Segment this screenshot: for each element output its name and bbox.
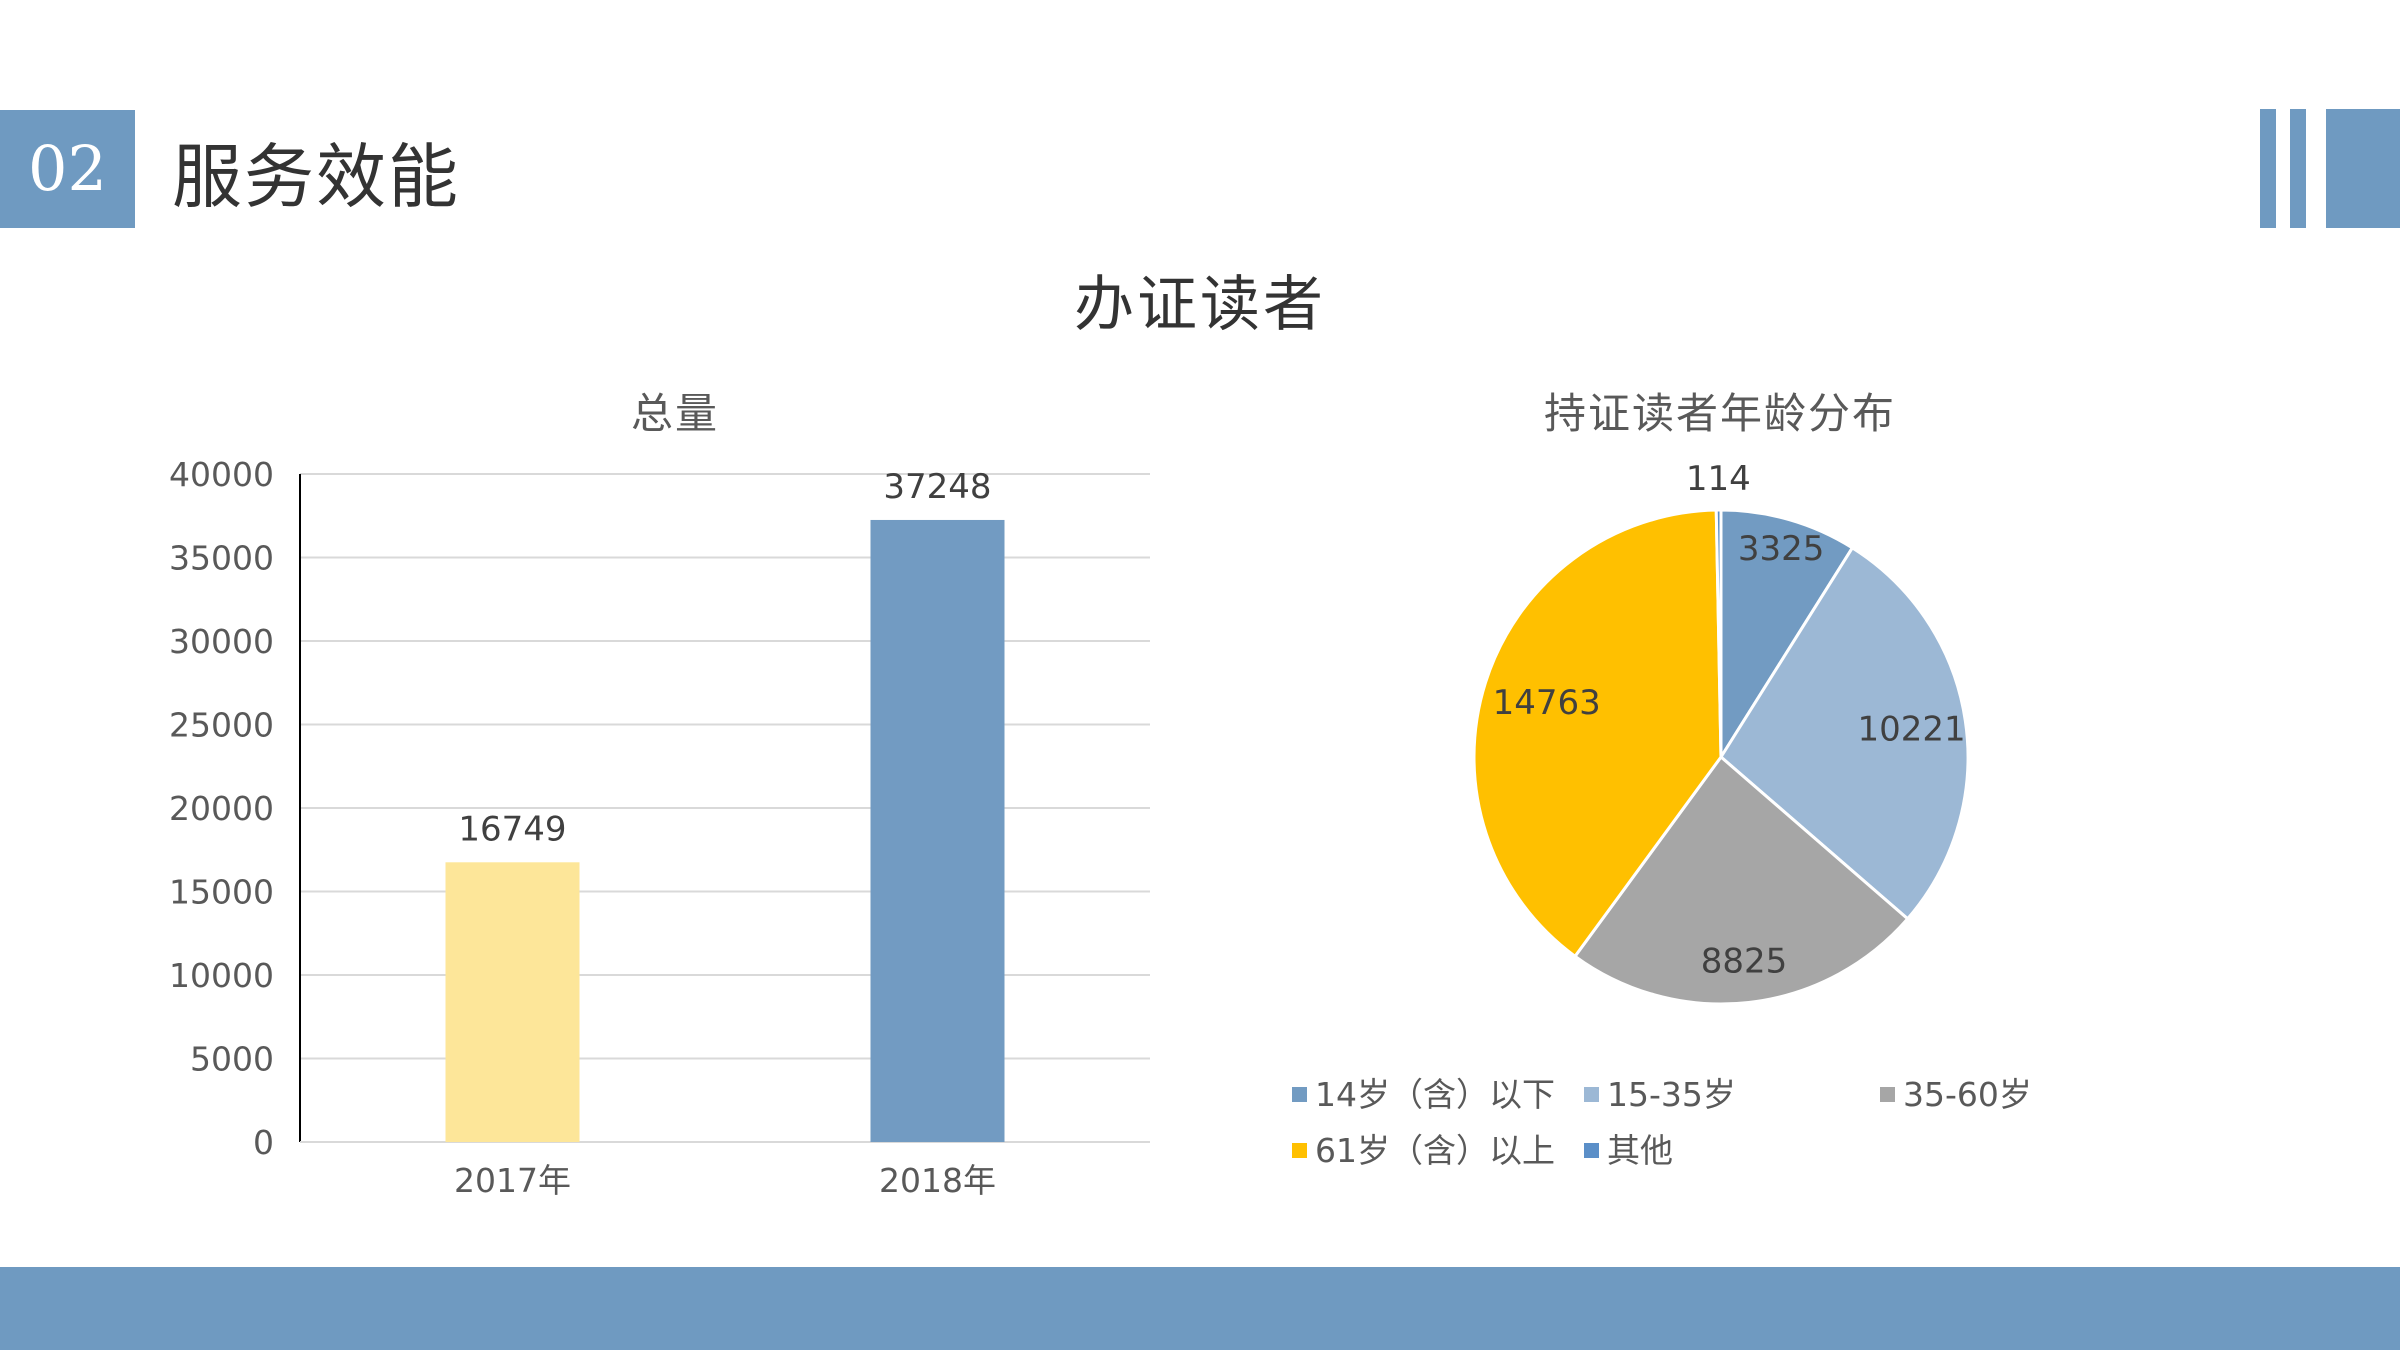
pie-data-label: 3325 (1738, 529, 1825, 569)
section-title: 服务效能 (172, 136, 460, 218)
pie-slice (1572, 754, 1910, 1006)
y-tick-label: 25000 (169, 706, 274, 745)
pie-slice (1719, 545, 1970, 921)
y-tick-label: 40000 (169, 455, 274, 494)
bar-2017 (445, 862, 580, 1142)
pie-data-label: 10221 (1857, 710, 1965, 750)
legend-label: 61岁（含）以上 (1315, 1131, 1555, 1170)
bar-2018 (870, 519, 1005, 1142)
legend-swatch (1584, 1087, 1599, 1102)
bar-chart-title: 总量 (630, 389, 719, 438)
legend-label: 其他 (1607, 1131, 1673, 1170)
legend-label: 14岁（含）以下 (1315, 1075, 1555, 1114)
pie-slice (1719, 508, 1855, 763)
legend-item: 其他 (1584, 1126, 1673, 1176)
page-title: 办证读者 (1074, 270, 1326, 340)
y-tick-label: 15000 (169, 873, 274, 912)
legend-label: 35-60岁 (1903, 1075, 2032, 1114)
pie-data-label: 8825 (1701, 942, 1788, 982)
y-tick-label: 0 (253, 1123, 274, 1162)
legend-item: 15-35岁 (1584, 1070, 1736, 1120)
pie-chart: 3325 10221 8825 14763 114 (1472, 459, 1970, 1006)
y-tick-label: 10000 (169, 956, 274, 995)
legend-label: 15-35岁 (1607, 1075, 1736, 1114)
bar-data-label: 16749 (458, 809, 566, 849)
legend-item: 35-60岁 (1880, 1070, 2032, 1120)
pie-data-label: 14763 (1493, 683, 1601, 723)
bar-data-label: 37248 (883, 467, 991, 507)
legend-swatch (1292, 1143, 1307, 1158)
section-number-badge: 02 (0, 110, 135, 228)
legend-item: 61岁（含）以上 (1292, 1126, 1555, 1176)
pie-data-label: 114 (1686, 459, 1751, 499)
y-tick-label: 20000 (169, 789, 274, 828)
decorative-bar (2260, 109, 2276, 228)
y-tick-label: 35000 (169, 539, 274, 578)
decorative-bar (2326, 109, 2400, 228)
x-tick-label: 2018年 (879, 1161, 996, 1200)
pie-slice (1714, 508, 1723, 758)
pie-slice (1472, 508, 1723, 959)
bar-chart: 0 5000 10000 15000 20000 25000 30000 35000 40000… (169, 455, 1150, 1200)
legend-swatch (1292, 1087, 1307, 1102)
footer-band (0, 1267, 2400, 1350)
x-tick-label: 2017年 (454, 1161, 571, 1200)
pie-chart-title: 持证读者年龄分布 (1543, 389, 1896, 438)
legend-swatch (1880, 1087, 1895, 1102)
y-tick-label: 30000 (169, 622, 274, 661)
legend-swatch (1584, 1143, 1599, 1158)
decorative-bar (2290, 109, 2306, 228)
legend-item: 14岁（含）以下 (1292, 1070, 1555, 1120)
y-tick-label: 5000 (190, 1040, 274, 1079)
